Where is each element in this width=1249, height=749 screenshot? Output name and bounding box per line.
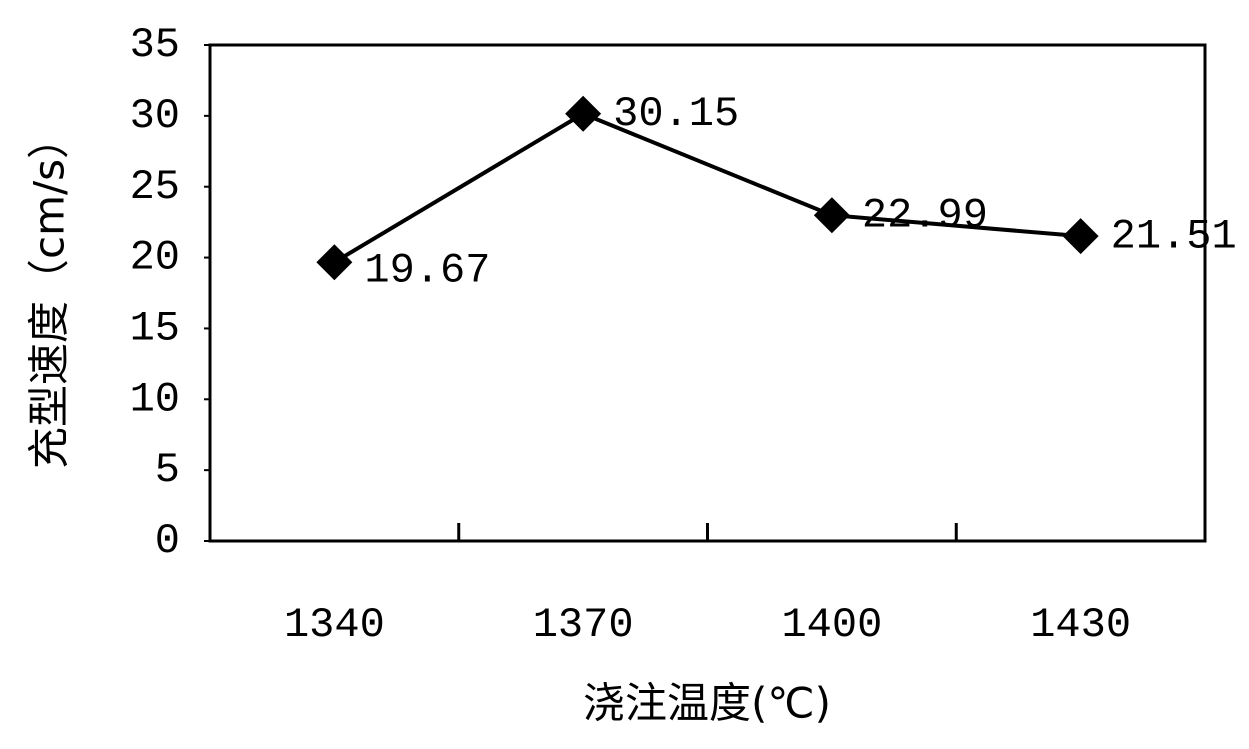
marker [813, 197, 850, 234]
value-label: 22.99 [862, 191, 988, 239]
y-tick-label: 35 [130, 21, 180, 69]
x-tick-label: 1340 [284, 601, 385, 649]
y-tick-label: 15 [130, 305, 180, 353]
value-label: 21.51 [1111, 212, 1237, 260]
line [333, 111, 1081, 264]
y-tick-label: 25 [130, 163, 180, 211]
marker [565, 95, 602, 132]
y-axis-label: 充型速度（cm/s） [25, 117, 74, 469]
y-tick-label: 30 [130, 92, 180, 140]
x-axis-label: 浇注温度(℃) [583, 679, 831, 728]
y-tick-label: 20 [130, 234, 180, 282]
marker [1062, 218, 1099, 255]
value-label: 30.15 [613, 90, 739, 138]
x-tick-label: 1400 [781, 601, 882, 649]
y-tick-label: 10 [130, 375, 180, 423]
x-tick-label: 1430 [1030, 601, 1131, 649]
value-label: 19.67 [364, 246, 490, 294]
x-tick-label: 1370 [533, 601, 634, 649]
y-tick-label: 0 [155, 517, 180, 565]
marker [316, 244, 353, 281]
y-tick-label: 5 [155, 446, 180, 494]
